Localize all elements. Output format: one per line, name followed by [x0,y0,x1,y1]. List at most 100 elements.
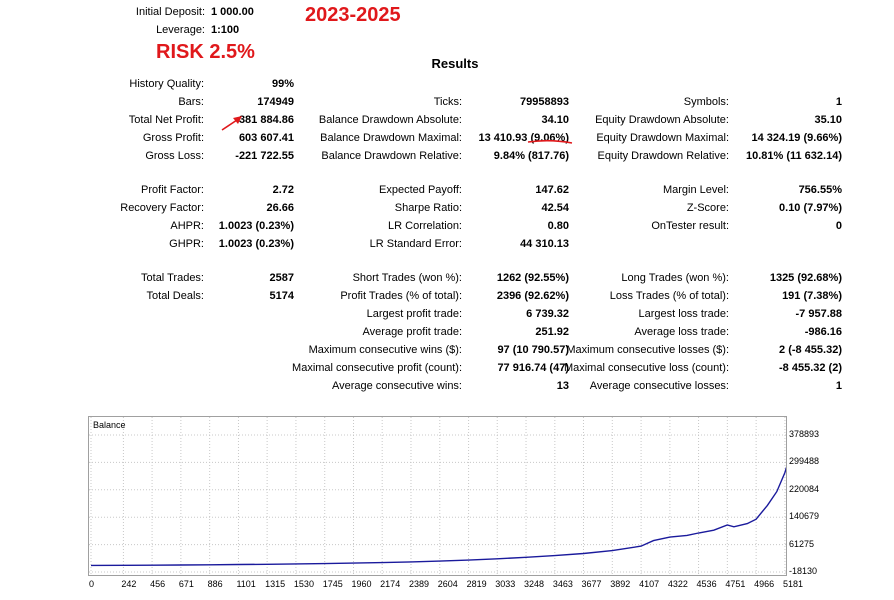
x-tick-label: 3463 [552,579,573,589]
leverage-value: 1:100 [211,24,240,36]
stat-col2-label: Average profit trade: [362,326,462,338]
stat-col3-label: Symbols: [683,96,729,108]
stat-col3-label: Equity Drawdown Relative: [597,150,729,162]
stat-col2-value: 2396 (92.62%) [496,290,569,302]
stat-col3-value: 0.10 (7.97%) [779,202,842,214]
x-tick-label: 3248 [524,579,545,589]
x-tick-label: 1745 [322,579,343,589]
stat-col3-label: Equity Drawdown Maximal: [596,132,729,144]
stat-col2-label: LR Correlation: [388,220,462,232]
x-tick-label: 4322 [667,579,688,589]
x-tick-label: 5181 [782,579,803,589]
stat-col2-label: Sharpe Ratio: [394,202,462,214]
x-tick-label: 2389 [408,579,429,589]
period-annotation: 2023-2025 [305,4,401,26]
stat-col3-value: 756.55% [798,184,842,196]
balance-chart-svg: Balance [89,417,786,575]
stat-col1-label: Gross Loss: [145,150,204,162]
stat-col2-label: Ticks: [433,96,462,108]
stat-col1-value: 26.66 [266,202,294,214]
stat-col2-value: 251.92 [535,326,569,338]
history-quality-value: 99% [271,78,294,90]
stat-col2-label: Maximal consecutive profit (count): [292,362,462,374]
stat-col3-value: 35.10 [814,114,842,126]
stat-col2-value: 42.54 [541,202,569,214]
stat-col3-label: Loss Trades (% of total): [609,290,729,302]
stat-col2-value: 13 [556,380,569,392]
x-tick-label: 2604 [437,579,458,589]
stat-col2-label: Profit Trades (% of total): [340,290,462,302]
y-tick-label: 299488 [789,456,820,467]
x-tick-label: 2174 [380,579,401,589]
risk-annotation: RISK 2.5% [156,41,255,63]
stat-col3-label: Equity Drawdown Absolute: [595,114,729,126]
stat-col2-value: 147.62 [535,184,569,196]
y-tick-label: -18130 [789,566,818,576]
stat-col2-label: Largest profit trade: [366,308,462,320]
balance-series-line [90,466,786,567]
y-tick-label: 220084 [789,483,820,494]
x-tick-label: 1315 [265,579,286,589]
stat-col1-label: AHPR: [170,220,204,232]
stat-col2-value: 97 (10 790.57) [497,344,569,356]
y-tick-label: 61275 [789,538,815,549]
stat-col3-value: 1 [835,380,842,392]
chart-title: Balance [93,420,126,430]
stat-col1-label: Total Trades: [141,272,204,284]
stat-col3-value: 0 [835,220,842,232]
stat-col3-value: 2 (-8 455.32) [779,344,842,356]
stat-col3-label: Maximum consecutive losses ($): [566,344,729,356]
x-tick-label: 886 [207,579,223,589]
y-tick-label: 140679 [789,511,820,522]
stat-col1-value: 381 884.86 [238,114,294,126]
x-tick-label: 0 [89,579,95,589]
initial-deposit-label: Initial Deposit: [135,6,205,18]
stat-col1-value: 603 607.41 [238,132,294,144]
stat-col1-label: Total Net Profit: [128,114,204,126]
stat-col2-value: 0.80 [547,220,569,232]
stat-col2-label: Expected Payoff: [379,184,462,196]
x-tick-label: 3677 [581,579,602,589]
stat-col1-label: Profit Factor: [141,184,204,196]
x-tick-label: 4107 [639,579,660,589]
stat-col2-label: Maximum consecutive wins ($): [308,344,462,356]
results-heading: Results [431,56,479,71]
x-tick-label: 3033 [495,579,516,589]
stat-col2-value: 6 739.32 [526,308,569,320]
x-tick-label: 1960 [351,579,372,589]
x-tick-label: 3892 [610,579,631,589]
stat-col2-label: Short Trades (won %): [352,272,462,284]
stat-col2-value: 9.84% (817.76) [493,150,569,162]
stat-col3-value: -8 455.32 (2) [779,362,842,374]
stat-col3-label: Maximal consecutive loss (count): [563,362,729,374]
stat-col3-label: Z-Score: [686,202,729,214]
stat-col1-value: 5174 [269,290,294,302]
balance-chart: Balance [88,416,787,576]
stat-col3-value: 1 [835,96,842,108]
x-tick-label: 4966 [754,579,775,589]
x-tick-label: 4536 [696,579,717,589]
stat-col2-value: 77 916.74 (47) [497,362,569,374]
stat-col3-value: -986.16 [804,326,842,338]
x-tick-label: 456 [150,579,166,589]
stat-col1-label: GHPR: [169,238,204,250]
stat-col3-value: 14 324.19 (9.66%) [751,132,842,144]
stat-col2-value: 1262 (92.55%) [496,272,569,284]
stat-col2-value: 79958893 [520,96,569,108]
stat-col1-value: 2.72 [272,184,294,196]
stat-col3-label: Long Trades (won %): [621,272,729,284]
x-tick-label: 2819 [466,579,487,589]
x-tick-label: 1530 [293,579,314,589]
stat-col1-label: Gross Profit: [142,132,204,144]
stat-col2-label: Balance Drawdown Absolute: [318,114,462,126]
x-tick-label: 242 [121,579,137,589]
stat-col2-label: Balance Drawdown Maximal: [320,132,462,144]
stat-col1-value: 1.0023 (0.23%) [218,220,294,232]
stat-col2-value: 44 310.13 [520,238,569,250]
stat-col3-label: Average consecutive losses: [589,380,729,392]
stat-col1-label: Bars: [178,96,204,108]
stat-col1-label: Recovery Factor: [120,202,204,214]
stat-col2-label: Balance Drawdown Relative: [321,150,462,162]
stat-col1-label: Total Deals: [146,290,204,302]
stat-col3-label: Margin Level: [662,184,729,196]
